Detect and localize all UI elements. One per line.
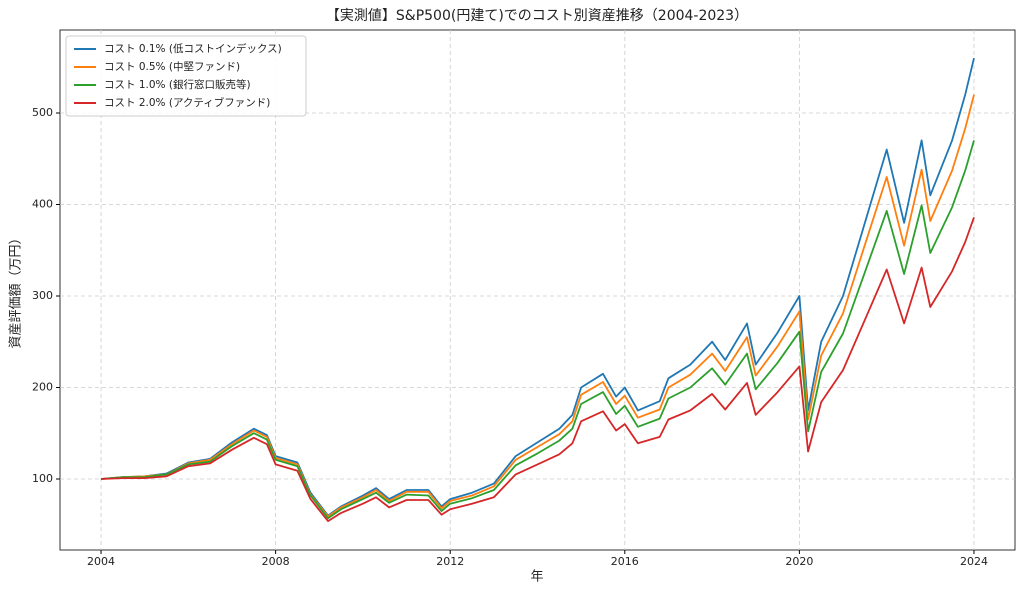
legend-label: コスト 0.5% (中堅ファンド) <box>104 60 240 73</box>
x-tick-label: 2008 <box>262 555 290 568</box>
x-tick-label: 2024 <box>960 555 988 568</box>
x-tick-label: 2004 <box>87 555 115 568</box>
y-tick-label: 500 <box>32 106 53 119</box>
legend-label: コスト 1.0% (銀行窓口販売等) <box>104 78 251 91</box>
y-tick-label: 400 <box>32 197 53 210</box>
x-tick-label: 2012 <box>436 555 464 568</box>
chart-title: 【実測値】S&P500(円建て)でのコスト別資産推移（2004-2023） <box>326 8 748 24</box>
legend-label: コスト 0.1% (低コストインデックス) <box>104 42 282 55</box>
legend-box <box>65 35 307 117</box>
y-tick-label: 100 <box>32 472 53 485</box>
legend-label: コスト 2.0% (アクティブファンド) <box>104 96 270 109</box>
x-axis-label: 年 <box>530 570 543 585</box>
x-tick-label: 2020 <box>785 555 813 568</box>
plot-frame <box>59 29 1016 551</box>
x-tick-label: 2016 <box>611 555 639 568</box>
y-tick-label: 200 <box>32 380 53 393</box>
y-tick-label: 300 <box>32 289 53 302</box>
y-axis-label: 資産評価額（万円） <box>8 231 24 348</box>
series-line <box>100 216 975 522</box>
series-line <box>100 140 975 520</box>
